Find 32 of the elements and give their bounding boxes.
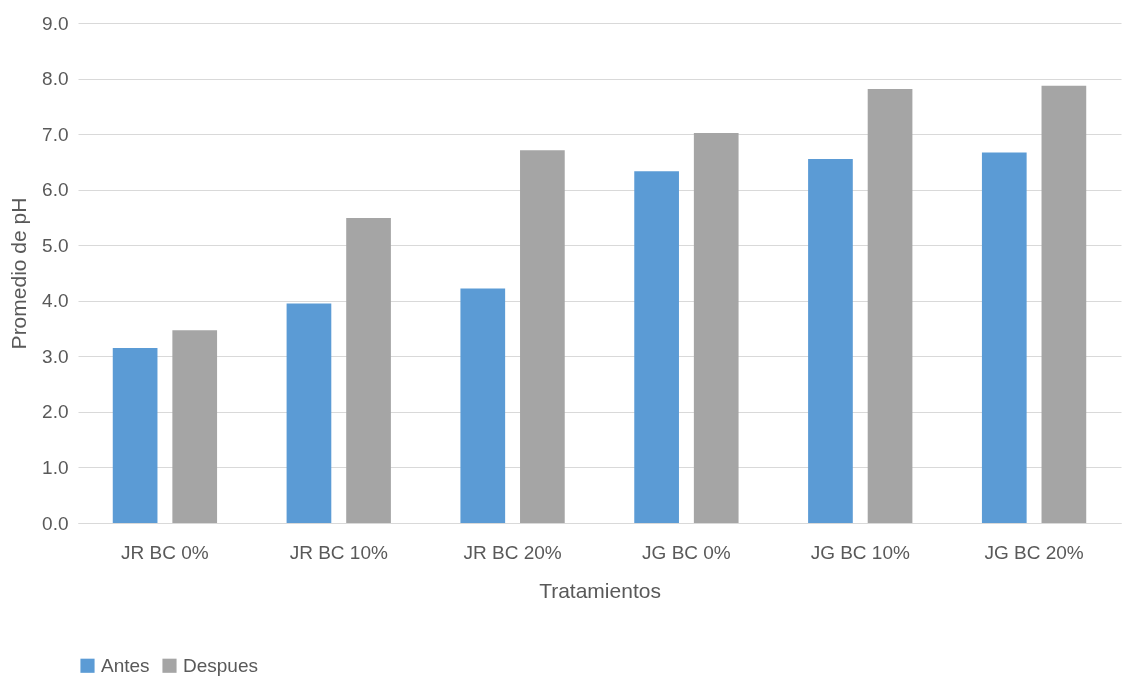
x-tick-label: JR BC 0% [121, 541, 209, 563]
bar [808, 159, 853, 523]
bar [693, 133, 739, 523]
x-tick-label: JG BC 10% [810, 541, 910, 563]
bar [172, 330, 218, 523]
x-tick-label: JR BC 20% [463, 541, 562, 563]
x-tick-label: JR BC 10% [289, 541, 388, 563]
x-tick-label: JG BC 0% [642, 541, 731, 563]
bar [867, 89, 913, 523]
bar [346, 218, 391, 523]
y-axis-title: Promedio de pH [7, 197, 31, 350]
y-tick-label: 0.0 [42, 512, 69, 534]
y-tick-label: 7.0 [42, 123, 69, 145]
y-tick-label: 1.0 [42, 456, 69, 478]
x-axis-title: Tratamientos [539, 578, 661, 602]
bar [981, 152, 1027, 523]
y-tick-label: 4.0 [42, 290, 69, 312]
bar [460, 288, 506, 523]
bar [634, 171, 679, 523]
y-tick-label: 5.0 [42, 234, 69, 256]
y-tick-label: 6.0 [42, 179, 69, 201]
x-tick-label: JG BC 20% [984, 541, 1084, 563]
bar [112, 348, 158, 523]
y-tick-label: 9.0 [42, 12, 69, 34]
bar [286, 303, 332, 523]
y-tick-label: 8.0 [42, 68, 69, 90]
y-tick-label: 2.0 [42, 401, 69, 423]
bar [1041, 85, 1087, 523]
legend-label: Antes [101, 654, 150, 676]
legend-label: Despues [183, 654, 258, 676]
y-tick-label: 3.0 [42, 345, 69, 367]
bar [520, 150, 565, 523]
